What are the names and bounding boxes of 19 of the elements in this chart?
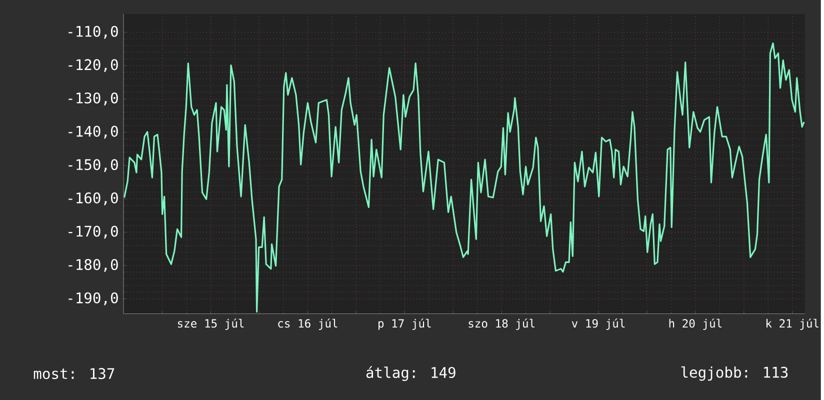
- text: legjobb: 113: [681, 366, 788, 381]
- y-tick-label: -170,0: [68, 226, 118, 238]
- x-tick-label: h 20 júl: [669, 318, 722, 330]
- x-tick-label: cs 16 júl: [278, 318, 338, 330]
- y-tick-label: -120,0: [68, 58, 118, 72]
- x-tick-label: p 17 júl: [378, 318, 431, 330]
- y-tick-label: -190,0: [68, 292, 118, 306]
- x-tick-label: szo 18 júl: [468, 318, 534, 330]
- x-tick-label: k 21 júl: [766, 318, 818, 330]
- y-tick-label: -150,0: [68, 158, 118, 172]
- x-tick-label: sze 15 júl: [178, 318, 244, 330]
- text: most: 137: [34, 368, 114, 379]
- y-tick-label: -180,0: [68, 258, 118, 272]
- y-tick-label: -130,0: [68, 92, 118, 106]
- text: átlag: 149: [366, 366, 456, 381]
- y-tick-label: -110,0: [68, 26, 118, 38]
- y-tick-label: -160,0: [68, 192, 118, 206]
- x-tick-label: v 19 júl: [572, 318, 625, 330]
- y-tick-label: -140,0: [68, 126, 118, 138]
